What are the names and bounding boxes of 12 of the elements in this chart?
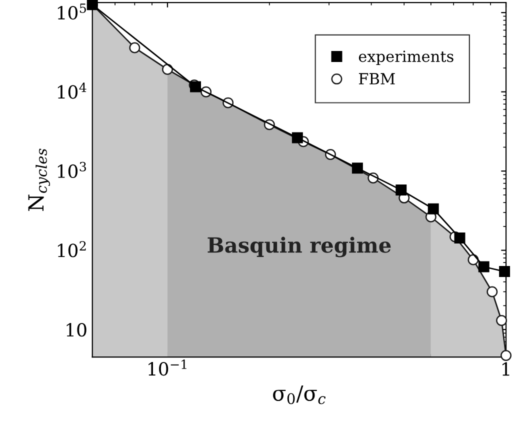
y-tick-label: 10$^{2}$ [58, 241, 86, 258]
y-tick-label: 10 [66, 322, 86, 337]
y-tick-label: 10$^{3}$ [58, 162, 86, 178]
y-axis-title: N$_{cycles}$ [28, 148, 50, 211]
legend-label: FBM [358, 73, 395, 84]
y-tick-label: 10$^{5}$ [58, 4, 86, 20]
x-tick-label: 1 [502, 362, 510, 376]
x-axis-title: σ$_{0}$/σ$_{c}$ [273, 386, 326, 404]
band-label: Basquin regime [208, 236, 391, 258]
x-tick-label: 10$^{−1}$ [148, 360, 186, 376]
legend-label: experiments [358, 50, 454, 66]
y-tick-label: 10$^{4}$ [58, 82, 86, 99]
